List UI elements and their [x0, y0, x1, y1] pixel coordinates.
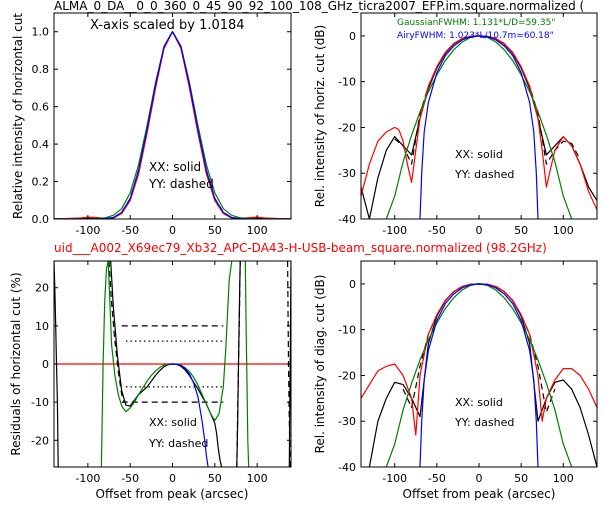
xtick-label-p3-50: 50	[208, 472, 222, 485]
plot-area-p1: -100 -50 0 50 100 0.0 0.2 0.4 0.6 0.8 1.0	[32, 12, 292, 237]
ytick-label-p3--20: -20	[31, 434, 49, 447]
series-p3-black-solid-0	[54, 261, 59, 467]
annotation-gaussian: GaussianFWHM: 1.131*L/D=59.35"	[397, 18, 555, 28]
series-p4-red-solid-2	[361, 283, 597, 436]
xtick-label-p4-0: 0	[476, 472, 483, 485]
ytick-label-p1-0: 0.0	[32, 213, 50, 226]
ytick-label-p3--10: -10	[31, 396, 49, 409]
series-p2-green-solid-3	[385, 35, 573, 219]
annotation-airy: AiryFWHM: 1.023*L/10.7m=60.18"	[397, 31, 554, 41]
plot-area-p4: -100 -50 0 50 100 0 -10 -20 -30 -40	[338, 260, 598, 485]
series-layer-p1	[54, 31, 291, 219]
ytick-label-p3-10: 10	[35, 320, 49, 333]
annotation-dashed-p2: YY: dashed	[454, 168, 514, 181]
series-layer-p4	[361, 283, 597, 467]
xtick-label-p2-100: 100	[553, 224, 574, 237]
series-p3-green-solid-8	[244, 261, 250, 467]
xlabel-p4: Offset from peak (arcsec)	[403, 487, 556, 501]
xtick-label-p2-0: 0	[476, 224, 483, 237]
panel-diagonal-cut-db: -100 -50 0 50 100 0 -10 -20 -30 -40 Rel. intensit…	[313, 260, 598, 501]
xtick-label-p2--100: -100	[382, 224, 407, 237]
xtick-label-p2--50: -50	[428, 224, 446, 237]
title-top: ALMA_0_DA__0_0_360_0_45_90_92_100_108_GH…	[54, 0, 584, 13]
xtick-label-p3--100: -100	[75, 472, 100, 485]
ylabel-p3: Residuals of horizontal cut (%)	[9, 272, 23, 455]
xtick-label-p4--50: -50	[428, 472, 446, 485]
series-p3-black-dashed-6	[287, 261, 291, 467]
xtick-label-p1-50: 50	[208, 224, 222, 237]
ytick-label-p3-0: 0	[42, 358, 49, 371]
annotation-scale: X-axis scaled by 1.0184	[90, 18, 245, 33]
ylabel-p2: Rel. intensity of horiz. cut (dB)	[313, 25, 327, 207]
ytick-label-p2--30: -30	[338, 167, 356, 180]
xtick-label-p1--100: -100	[75, 224, 100, 237]
ytick-label-p1-0.2: 0.2	[32, 176, 50, 189]
series-p2-black-dashed-1	[394, 35, 581, 165]
series-p3-black-dashed-5	[236, 261, 241, 467]
ylabel-p4: Rel. intensity of diag. cut (dB)	[313, 275, 327, 454]
xtick-label-p1--50: -50	[121, 224, 139, 237]
ytick-label-p4--10: -10	[338, 324, 356, 337]
series-p4-blue-solid-4	[419, 283, 539, 467]
plot-area-p2: -100 -50 0 50 100 0 -10 -20 -30 -40	[338, 12, 598, 237]
annotation-dashed-p4: YY: dashed	[454, 416, 514, 429]
xtick-label-p3--50: -50	[121, 472, 139, 485]
annotation-solid-p4: XX: solid	[455, 396, 503, 409]
ytick-label-p1-0.8: 0.8	[32, 63, 50, 76]
title-middle: uid___A002_X69ec79_Xb32_APC-DA43-H-USB-b…	[54, 241, 547, 255]
ytick-label-p1-0.4: 0.4	[32, 138, 50, 151]
series-p4-green-solid-3	[385, 283, 573, 467]
series-p2-red-solid-2	[361, 35, 597, 211]
ytick-label-p1-0.6: 0.6	[32, 101, 50, 114]
xtick-label-p1-0: 0	[169, 224, 176, 237]
series-p3-black-dashed-4	[108, 261, 125, 403]
xtick-label-p4-50: 50	[514, 472, 528, 485]
ytick-label-p4-0: 0	[349, 278, 356, 291]
xtick-label-p3-0: 0	[169, 472, 176, 485]
xtick-label-p2-50: 50	[514, 224, 528, 237]
ytick-label-p3-20: 20	[35, 282, 49, 295]
ytick-label-p4--40: -40	[338, 461, 356, 474]
series-p3-green-solid-7	[100, 261, 233, 467]
xtick-label-p3-100: 100	[247, 472, 268, 485]
ytick-label-p1-1: 1.0	[32, 26, 50, 39]
series-p1-blue-solid-4	[54, 31, 291, 219]
annotation-solid-p3: XX: solid	[149, 416, 197, 429]
ytick-label-p2--20: -20	[338, 121, 356, 134]
xtick-label-p1-100: 100	[247, 224, 268, 237]
series-p2-blue-solid-4	[419, 35, 539, 219]
series-p3-blue-solid-9	[168, 363, 209, 467]
annotation-dashed-p3: YY: dashed	[148, 437, 208, 450]
series-layer-p2	[361, 35, 597, 219]
panel-horizontal-cut-db: -100 -50 0 50 100 0 -10 -20 -30 -40 Rel. intensit…	[313, 12, 598, 237]
ytick-label-p4--20: -20	[338, 369, 356, 382]
ytick-label-p2--40: -40	[338, 213, 356, 226]
ytick-label-p2-0: 0	[349, 30, 356, 43]
ytick-label-p4--30: -30	[338, 415, 356, 428]
xtick-label-p4--100: -100	[382, 472, 407, 485]
ylabel-p1: Relative intensity of horizontal cut	[11, 13, 25, 219]
xtick-label-p4-100: 100	[553, 472, 574, 485]
annotation-solid-p1: XX: solid	[149, 160, 201, 174]
ytick-label-p2--10: -10	[338, 76, 356, 89]
panel-horizontal-cut: -100 -50 0 50 100 0.0 0.2 0.4 0.6 0.8 1.0 Relative…	[11, 12, 292, 237]
annotation-solid-p2: XX: solid	[455, 148, 503, 161]
xlabel-p3: Offset from peak (arcsec)	[96, 487, 249, 501]
annotation-dashed-p1: YY: dashed	[148, 177, 214, 191]
series-layer-p3	[54, 261, 291, 467]
